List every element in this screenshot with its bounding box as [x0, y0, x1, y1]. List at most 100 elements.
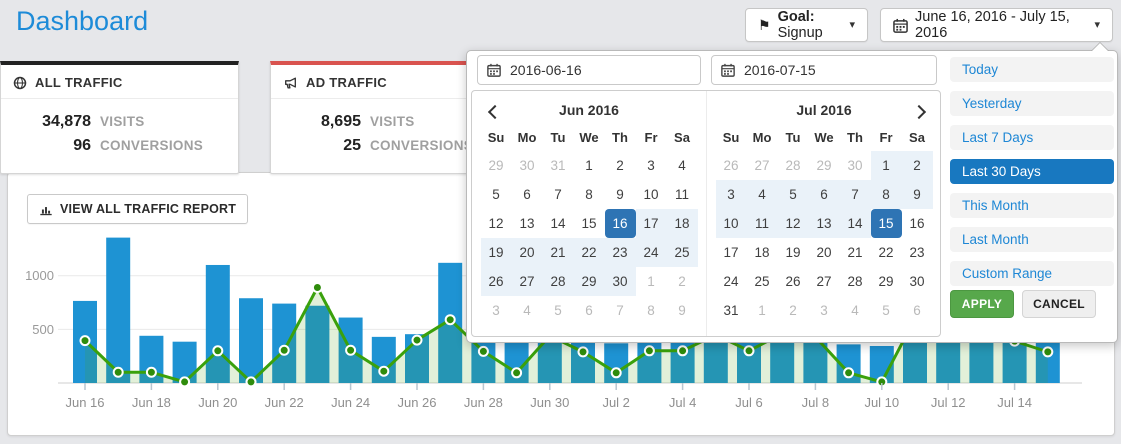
day-cell-Jun-2016-11[interactable]: 11: [674, 187, 689, 202]
day-cell-Jul-2016-30[interactable]: 30: [909, 274, 925, 289]
day-cell-Jun-2016-29[interactable]: 29: [488, 158, 504, 173]
day-cell-Jun-2016-3[interactable]: 3: [647, 158, 655, 173]
day-cell-Jun-2016-15[interactable]: 15: [581, 216, 597, 231]
day-cell-Jun-2016-29[interactable]: 29: [573, 267, 605, 296]
day-cell-Jun-2016-16[interactable]: 16: [604, 209, 636, 238]
day-cell-Jul-2016-10[interactable]: 10: [715, 209, 747, 238]
day-cell-Jun-2016-1[interactable]: 1: [647, 274, 655, 289]
day-cell-Jun-2016-5[interactable]: 5: [554, 303, 562, 318]
day-cell-Jul-2016-31[interactable]: 31: [723, 303, 739, 318]
day-cell-Jun-2016-2[interactable]: 2: [616, 158, 624, 173]
day-cell-Jul-2016-16[interactable]: 16: [909, 216, 925, 231]
day-cell-Jul-2016-28[interactable]: 28: [785, 158, 801, 173]
day-cell-Jul-2016-29[interactable]: 29: [816, 158, 832, 173]
day-cell-Jun-2016-4[interactable]: 4: [678, 158, 686, 173]
day-cell-Jul-2016-3[interactable]: 3: [820, 303, 828, 318]
day-cell-Jul-2016-2[interactable]: 2: [901, 151, 933, 180]
day-cell-Jun-2016-27[interactable]: 27: [511, 267, 543, 296]
day-cell-Jun-2016-19[interactable]: 19: [480, 238, 512, 267]
day-cell-Jun-2016-4[interactable]: 4: [523, 303, 531, 318]
end-date-input[interactable]: [742, 61, 927, 79]
day-cell-Jun-2016-26[interactable]: 26: [480, 267, 512, 296]
view-all-traffic-report-button[interactable]: VIEW ALL TRAFFIC REPORT: [27, 194, 249, 224]
day-cell-Jun-2016-28[interactable]: 28: [542, 267, 574, 296]
day-cell-Jun-2016-13[interactable]: 13: [519, 216, 535, 231]
preset-custom-range[interactable]: Custom Range: [950, 261, 1114, 286]
day-cell-Jun-2016-5[interactable]: 5: [492, 187, 500, 202]
day-cell-Jul-2016-12[interactable]: 12: [777, 209, 809, 238]
day-cell-Jul-2016-26[interactable]: 26: [785, 274, 801, 289]
day-cell-Jun-2016-18[interactable]: 18: [666, 209, 698, 238]
day-cell-Jun-2016-17[interactable]: 17: [635, 209, 667, 238]
preset-this-month[interactable]: This Month: [950, 193, 1114, 218]
day-cell-Jul-2016-3[interactable]: 3: [715, 180, 747, 209]
preset-last-30-days[interactable]: Last 30 Days: [950, 159, 1114, 184]
day-cell-Jun-2016-10[interactable]: 10: [643, 187, 659, 202]
day-cell-Jul-2016-25[interactable]: 25: [754, 274, 770, 289]
day-cell-Jul-2016-5[interactable]: 5: [882, 303, 890, 318]
day-cell-Jul-2016-30[interactable]: 30: [847, 158, 863, 173]
day-cell-Jul-2016-1[interactable]: 1: [758, 303, 766, 318]
day-cell-Jul-2016-19[interactable]: 19: [785, 245, 801, 260]
preset-today[interactable]: Today: [950, 57, 1114, 82]
day-cell-Jun-2016-6[interactable]: 6: [585, 303, 593, 318]
date-range-button[interactable]: June 16, 2016 - July 15, 2016 ▾: [880, 8, 1113, 42]
day-cell-Jul-2016-27[interactable]: 27: [754, 158, 770, 173]
day-cell-Jul-2016-2[interactable]: 2: [789, 303, 797, 318]
goal-selector-button[interactable]: ⚑ Goal: Signup ▾: [745, 8, 868, 42]
day-cell-Jul-2016-18[interactable]: 18: [754, 245, 770, 260]
day-cell-Jun-2016-12[interactable]: 12: [488, 216, 504, 231]
day-cell-Jul-2016-28[interactable]: 28: [847, 274, 863, 289]
day-cell-Jun-2016-2[interactable]: 2: [678, 274, 686, 289]
day-cell-Jun-2016-24[interactable]: 24: [635, 238, 667, 267]
day-cell-Jun-2016-8[interactable]: 8: [647, 303, 655, 318]
day-cell-Jul-2016-9[interactable]: 9: [901, 180, 933, 209]
preset-last-month[interactable]: Last Month: [950, 227, 1114, 252]
day-cell-Jul-2016-6[interactable]: 6: [808, 180, 840, 209]
day-cell-Jul-2016-21[interactable]: 21: [847, 245, 863, 260]
day-cell-Jun-2016-20[interactable]: 20: [511, 238, 543, 267]
day-cell-Jul-2016-20[interactable]: 20: [816, 245, 832, 260]
day-cell-Jul-2016-24[interactable]: 24: [723, 274, 739, 289]
day-cell-Jun-2016-30[interactable]: 30: [519, 158, 535, 173]
day-cell-Jul-2016-15[interactable]: 15: [870, 209, 902, 238]
day-cell-Jun-2016-6[interactable]: 6: [523, 187, 531, 202]
day-cell-Jul-2016-17[interactable]: 17: [723, 245, 739, 260]
day-cell-Jul-2016-8[interactable]: 8: [870, 180, 902, 209]
apply-button[interactable]: APPLY: [950, 290, 1014, 318]
cancel-button[interactable]: CANCEL: [1022, 290, 1096, 318]
day-cell-Jul-2016-1[interactable]: 1: [870, 151, 902, 180]
day-cell-Jul-2016-29[interactable]: 29: [878, 274, 894, 289]
day-cell-Jun-2016-9[interactable]: 9: [678, 303, 686, 318]
day-cell-Jun-2016-7[interactable]: 7: [616, 303, 624, 318]
day-cell-Jul-2016-14[interactable]: 14: [839, 209, 871, 238]
preset-last-7-days[interactable]: Last 7 Days: [950, 125, 1114, 150]
day-cell-Jun-2016-30[interactable]: 30: [604, 267, 636, 296]
day-cell-Jul-2016-7[interactable]: 7: [839, 180, 871, 209]
day-cell-Jun-2016-25[interactable]: 25: [666, 238, 698, 267]
day-cell-Jun-2016-8[interactable]: 8: [585, 187, 593, 202]
day-cell-Jun-2016-22[interactable]: 22: [573, 238, 605, 267]
day-cell-Jul-2016-26[interactable]: 26: [723, 158, 739, 173]
start-date-input[interactable]: [508, 61, 691, 79]
day-cell-Jul-2016-11[interactable]: 11: [746, 209, 778, 238]
day-cell-Jun-2016-7[interactable]: 7: [554, 187, 562, 202]
preset-yesterday[interactable]: Yesterday: [950, 91, 1114, 116]
day-cell-Jul-2016-4[interactable]: 4: [851, 303, 859, 318]
day-cell-Jun-2016-3[interactable]: 3: [492, 303, 500, 318]
day-cell-Jun-2016-21[interactable]: 21: [542, 238, 574, 267]
day-cell-Jun-2016-31[interactable]: 31: [550, 158, 566, 173]
day-cell-Jun-2016-14[interactable]: 14: [550, 216, 566, 231]
day-cell-Jun-2016-23[interactable]: 23: [604, 238, 636, 267]
day-cell-Jul-2016-22[interactable]: 22: [878, 245, 894, 260]
day-cell-Jul-2016-6[interactable]: 6: [913, 303, 921, 318]
day-cell-Jul-2016-27[interactable]: 27: [816, 274, 832, 289]
day-cell-Jul-2016-23[interactable]: 23: [909, 245, 925, 260]
day-cell-Jun-2016-1[interactable]: 1: [585, 158, 593, 173]
day-cell-Jul-2016-4[interactable]: 4: [746, 180, 778, 209]
conversions-point: [179, 376, 191, 388]
day-cell-Jul-2016-5[interactable]: 5: [777, 180, 809, 209]
day-cell-Jun-2016-9[interactable]: 9: [616, 187, 624, 202]
month-july: Jul 2016 Su Mo Tu We Th Fr Sa 26 27 28 29 30 1 2 3 4 5 6 7…: [706, 91, 940, 336]
day-cell-Jul-2016-13[interactable]: 13: [808, 209, 840, 238]
